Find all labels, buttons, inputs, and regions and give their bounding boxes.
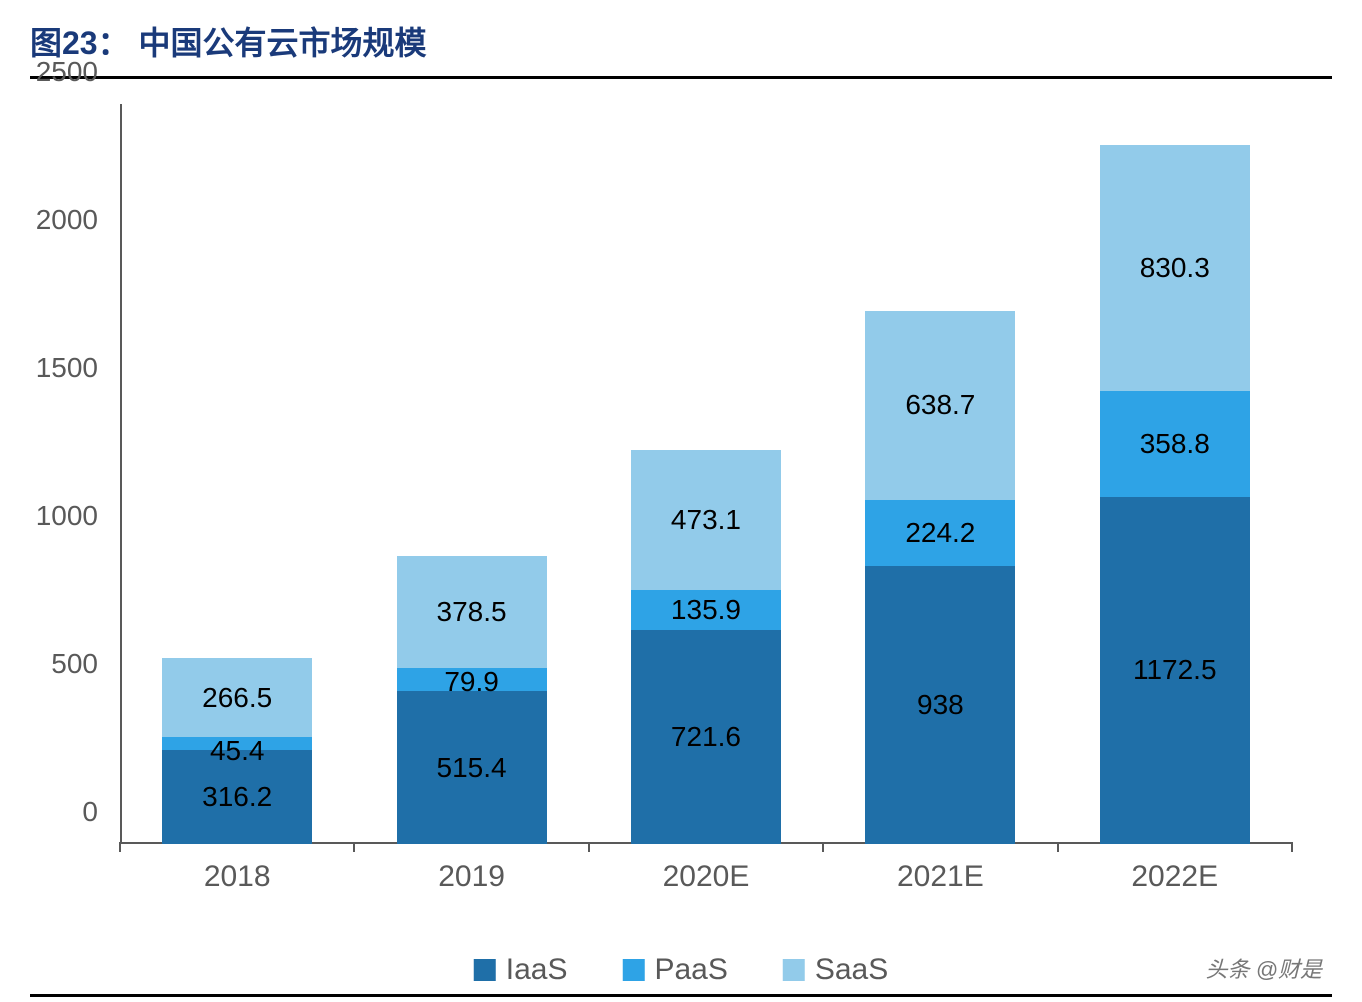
bar-group: 316.2 45.4 266.5 (162, 104, 312, 844)
bar-value-label: 830.3 (1140, 252, 1210, 284)
bar-segment-paas: 135.9 (631, 590, 781, 630)
plot-wrapper: 05001000150020002500 316.245.4266.5515.4… (30, 104, 1332, 904)
y-tick-label: 0 (82, 796, 98, 828)
bar-segment-saas: 378.5 (397, 556, 547, 668)
legend-label: PaaS (654, 953, 727, 987)
x-tick-label: 2022E (1100, 860, 1250, 894)
bar-segment-saas: 638.7 (865, 311, 1015, 500)
legend-swatch (783, 959, 805, 981)
bar-group: 515.4 79.9 378.5 (397, 104, 547, 844)
x-axis-labels: 2018 2019 2020E 2021E 2022E (120, 860, 1292, 894)
bar-value-label: 358.8 (1140, 428, 1210, 460)
plot-area: 316.2 45.4 266.5 515.4 79.9 378.5 721.6 135.9 47… (120, 104, 1292, 844)
bar-group: 721.6 135.9 473.1 (631, 104, 781, 844)
bar-value-label: 378.5 (437, 596, 507, 628)
bar-segment-iaas: 1172.5 (1100, 497, 1250, 844)
bars-area: 316.2 45.4 266.5 515.4 79.9 378.5 721.6 135.9 47… (120, 104, 1292, 844)
bar-segment-saas: 830.3 (1100, 145, 1250, 391)
watermark: 头条 @财是 (1206, 952, 1322, 984)
x-tick-label: 2018 (162, 860, 312, 894)
bar-value-label: 721.6 (671, 721, 741, 753)
bar-stack: 938 224.2 638.7 (865, 311, 1015, 844)
bar-value-label: 79.9 (444, 666, 499, 698)
bar-segment-iaas: 721.6 (631, 630, 781, 844)
legend: IaaS PaaS SaaS (474, 953, 889, 987)
x-tick-label: 2020E (631, 860, 781, 894)
chart-title: 图23： 中国公有云市场规模 (30, 10, 1332, 79)
bar-value-label: 135.9 (671, 594, 741, 626)
bar-segment-paas: 224.2 (865, 500, 1015, 566)
legend-swatch (474, 959, 496, 981)
bar-segment-paas: 79.9 (397, 668, 547, 692)
x-tick-label: 2019 (397, 860, 547, 894)
bar-value-label: 1172.5 (1133, 654, 1217, 686)
bar-value-label: 316.2 (202, 781, 272, 813)
bar-value-label: 938 (917, 689, 964, 721)
legend-swatch (622, 959, 644, 981)
bar-value-label: 515.4 (437, 752, 507, 784)
bar-value-label: 638.7 (905, 389, 975, 421)
y-tick-label: 500 (51, 648, 98, 680)
bar-segment-saas: 473.1 (631, 450, 781, 590)
bar-segment-saas: 266.5 (162, 658, 312, 737)
bar-value-label: 45.4 (210, 735, 265, 767)
y-tick-label: 2500 (36, 56, 98, 88)
legend-item: IaaS (474, 953, 568, 987)
bar-stack: 515.4 79.9 378.5 (397, 556, 547, 844)
bar-segment-paas: 45.4 (162, 737, 312, 750)
chart-container: 图23： 中国公有云市场规模 0 500 1000 1500 2000 2500 316.… (0, 0, 1362, 1002)
bar-value-label: 224.2 (905, 517, 975, 549)
bar-value-label: 266.5 (202, 682, 272, 714)
x-tick-label: 2021E (865, 860, 1015, 894)
legend-item: PaaS (622, 953, 727, 987)
bar-stack: 316.2 45.4 266.5 (162, 658, 312, 844)
legend-item: SaaS (783, 953, 888, 987)
bar-stack: 1172.5 358.8 830.3 (1100, 145, 1250, 844)
y-tick-label: 1000 (36, 500, 98, 532)
footer-rule (30, 994, 1332, 997)
legend-label: IaaS (506, 953, 568, 987)
bar-stack: 721.6 135.9 473.1 (631, 450, 781, 844)
bar-segment-iaas: 938 (865, 566, 1015, 844)
y-tick-label: 2000 (36, 204, 98, 236)
bar-segment-iaas: 515.4 (397, 691, 547, 844)
bar-value-label: 473.1 (671, 504, 741, 536)
y-tick-label: 1500 (36, 352, 98, 384)
y-axis: 05001000150020002500 (30, 104, 110, 844)
legend-label: SaaS (815, 953, 888, 987)
bar-group: 938 224.2 638.7 (865, 104, 1015, 844)
bar-segment-paas: 358.8 (1100, 391, 1250, 497)
bar-group: 1172.5 358.8 830.3 (1100, 104, 1250, 844)
